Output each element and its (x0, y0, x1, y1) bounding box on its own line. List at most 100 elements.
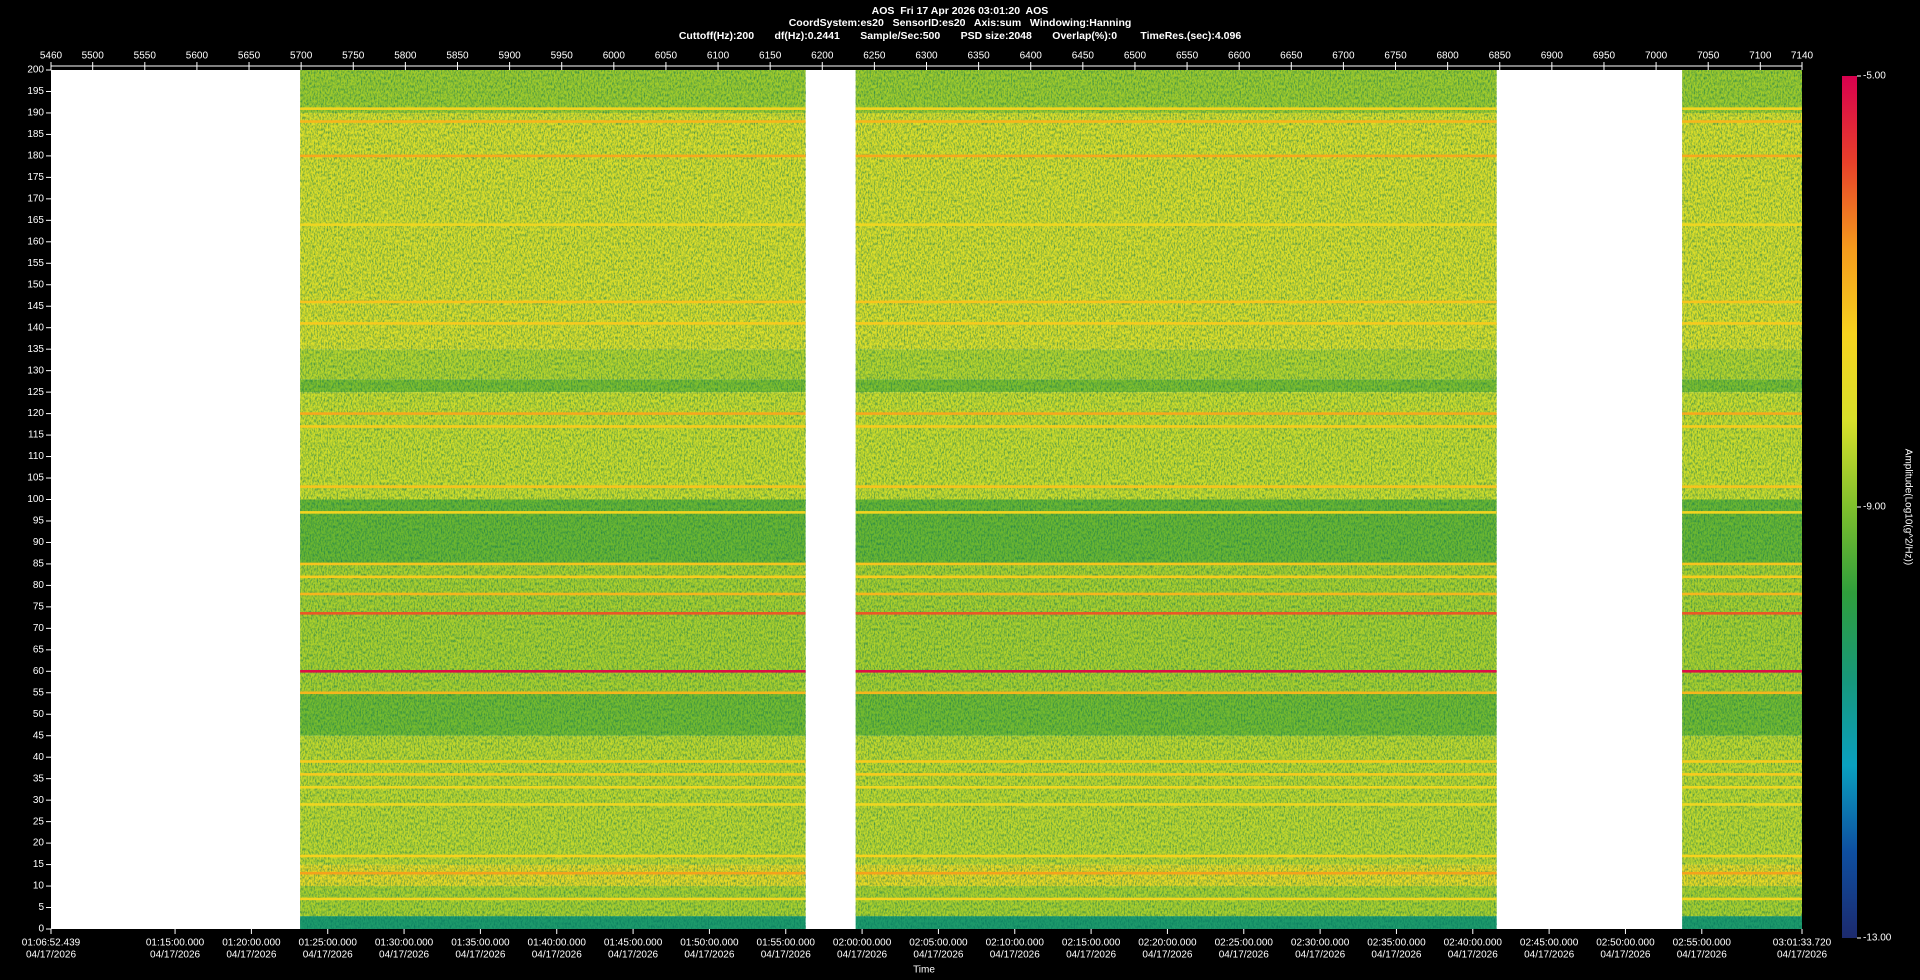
time-tick-label: 01:25:00.000 (299, 938, 358, 949)
title-line: Cuttoff(Hz):200 df(Hz):0.2441 Sample/Sec… (679, 30, 1241, 42)
frequency-line (855, 322, 1497, 325)
frequency-line (855, 511, 1497, 514)
frequency-line (1682, 511, 1802, 514)
frequency-line (1682, 760, 1802, 763)
frequency-line (855, 773, 1497, 776)
colorbar-label: Amplitude(Log10(g^2/Hz)) (1902, 449, 1913, 565)
y-tick-label: 15 (33, 859, 45, 870)
y-tick-label: 20 (33, 838, 45, 849)
x-tick-label: 5700 (290, 51, 313, 62)
frequency-line (1682, 107, 1802, 110)
frequency-line (855, 803, 1497, 806)
frequency-line (300, 511, 806, 514)
y-tick-label: 0 (38, 924, 44, 935)
y-tick-label: 160 (27, 236, 44, 247)
x-tick-label: 5850 (446, 51, 469, 62)
frequency-line (300, 760, 806, 763)
x-tick-label: 7140 (1791, 51, 1814, 62)
frequency-line (1682, 562, 1802, 566)
x-tick-label: 6200 (811, 51, 834, 62)
time-tick-date: 04/17/2026 (532, 950, 582, 961)
frequency-line (855, 785, 1497, 789)
x-tick-label: 6300 (915, 51, 938, 62)
time-tick-date: 04/17/2026 (1600, 950, 1650, 961)
time-tick-date: 04/17/2026 (226, 950, 276, 961)
time-tick-date: 04/17/2026 (913, 950, 963, 961)
x-tick-label: 6500 (1124, 51, 1147, 62)
x-tick-label: 6250 (863, 51, 886, 62)
x-tick-label: 5500 (82, 51, 105, 62)
y-tick-label: 185 (27, 129, 44, 140)
frequency-line (1682, 120, 1802, 123)
frequency-line (300, 412, 806, 415)
x-tick-label: 6800 (1437, 51, 1460, 62)
x-tick-label: 6550 (1176, 51, 1199, 62)
time-tick-label: 01:20:00.000 (222, 938, 281, 949)
time-tick-date: 04/17/2026 (761, 950, 811, 961)
frequency-line (1682, 575, 1802, 579)
frequency-line (300, 773, 806, 776)
x-tick-label: 6400 (1020, 51, 1043, 62)
time-tick-date: 04/17/2026 (1777, 950, 1827, 961)
frequency-line (300, 120, 806, 123)
x-tick-label: 6150 (759, 51, 782, 62)
time-tick-date: 04/17/2026 (1524, 950, 1574, 961)
y-tick-label: 170 (27, 193, 44, 204)
time-tick-label: 01:30:00.000 (375, 938, 434, 949)
texture (855, 70, 1497, 929)
time-tick-label: 01:55:00.000 (757, 938, 816, 949)
frequency-line (855, 562, 1497, 566)
frequency-line (1682, 154, 1802, 158)
frequency-line (855, 592, 1497, 596)
frequency-line (300, 425, 806, 428)
time-tick-label: 01:40:00.000 (528, 938, 587, 949)
colorbar-tick-label: -5.00 (1863, 71, 1886, 82)
frequency-line (1682, 412, 1802, 415)
y-tick-label: 120 (27, 408, 44, 419)
time-tick-date: 04/17/2026 (150, 950, 200, 961)
time-tick-label: 02:30:00.000 (1291, 938, 1350, 949)
x-tick-label: 7000 (1645, 51, 1668, 62)
frequency-line (300, 871, 806, 875)
data-segment (1682, 70, 1802, 929)
frequency-line (855, 107, 1497, 110)
time-tick-label: 01:35:00.000 (451, 938, 510, 949)
y-tick-label: 10 (33, 881, 45, 892)
time-tick-label: 02:25:00.000 (1215, 938, 1274, 949)
frequency-line (300, 803, 806, 806)
frequency-line (1682, 485, 1802, 488)
frequency-line (855, 670, 1497, 673)
time-tick-date: 04/17/2026 (1219, 950, 1269, 961)
time-tick-label: 02:40:00.000 (1444, 938, 1503, 949)
time-tick-label: 02:15:00.000 (1062, 938, 1121, 949)
y-tick-label: 90 (33, 537, 45, 548)
time-tick-date: 04/17/2026 (379, 950, 429, 961)
y-tick-label: 190 (27, 108, 44, 119)
time-tick-date: 04/17/2026 (1295, 950, 1345, 961)
frequency-line (855, 425, 1497, 428)
y-tick-label: 5 (38, 902, 44, 913)
colorbar (1842, 76, 1857, 938)
x-tick-label: 6050 (655, 51, 678, 62)
y-tick-label: 110 (28, 451, 44, 462)
y-tick-label: 85 (33, 559, 45, 570)
frequency-line (300, 154, 806, 158)
y-tick-label: 155 (27, 258, 44, 269)
frequency-line (1682, 785, 1802, 789)
frequency-line (1682, 854, 1802, 858)
frequency-line (855, 485, 1497, 488)
time-tick-date: 04/17/2026 (608, 950, 658, 961)
time-tick-label: 02:20:00.000 (1138, 938, 1197, 949)
x-tick-label: 6950 (1593, 51, 1616, 62)
x-tick-label: 6750 (1384, 51, 1407, 62)
frequency-line (855, 154, 1497, 158)
y-tick-label: 45 (33, 730, 45, 741)
y-tick-label: 165 (27, 215, 44, 226)
x-tick-label: 5900 (498, 51, 521, 62)
time-tick-date: 04/17/2026 (837, 950, 887, 961)
x-axis-label: Time (913, 965, 935, 976)
frequency-line (1682, 691, 1802, 695)
time-tick-date: 04/17/2026 (1677, 950, 1727, 961)
frequency-line (855, 871, 1497, 875)
